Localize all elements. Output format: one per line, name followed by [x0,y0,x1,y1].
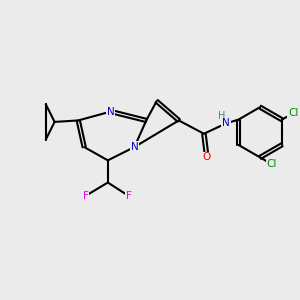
Text: N: N [107,106,115,117]
Text: F: F [83,191,88,201]
Text: F: F [126,191,131,201]
Text: Cl: Cl [288,108,298,118]
Text: N: N [222,118,230,128]
Text: N: N [130,142,138,152]
Text: O: O [203,152,211,162]
Text: H: H [218,111,225,121]
Text: Cl: Cl [266,159,277,169]
